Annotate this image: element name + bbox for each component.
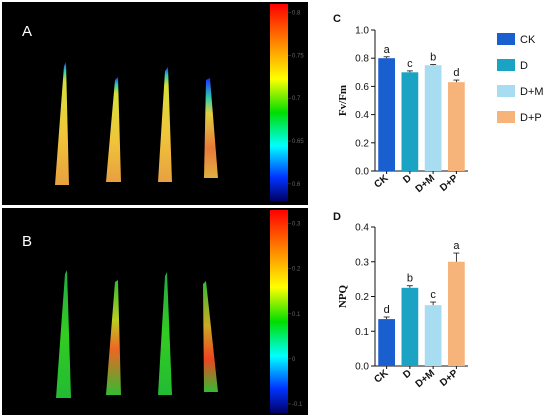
colorbar-tick-label: 0.65 bbox=[292, 139, 304, 145]
colorbar-tick-label: 0.7 bbox=[292, 96, 301, 102]
leaf-image-a2 bbox=[106, 77, 121, 182]
bar bbox=[448, 261, 465, 366]
leaf-image-b1 bbox=[56, 270, 71, 398]
x-tick-label: CK bbox=[372, 367, 391, 385]
leaf-image-b3 bbox=[158, 272, 172, 395]
bar bbox=[378, 319, 395, 366]
colorbar-tick-label: 0.1 bbox=[292, 312, 301, 318]
panel-label-d: D bbox=[333, 211, 341, 223]
colorbar-tick-label: 0.75 bbox=[292, 53, 304, 59]
legend-swatch bbox=[497, 33, 515, 45]
significance-label: c bbox=[430, 289, 436, 301]
leaf-image-b4 bbox=[203, 281, 218, 392]
leaf-image-b2 bbox=[106, 280, 121, 395]
y-tick-label: 0.4 bbox=[355, 110, 369, 121]
legend-swatch bbox=[497, 111, 515, 123]
npq-bar-chart: 0.0 0.1 0.2 0.3 0.4 NPQ d CK b Dc D+M a D+P bbox=[337, 223, 468, 390]
legend-label: D+M bbox=[520, 86, 544, 98]
legend-label: D bbox=[520, 60, 528, 72]
x-tick-label: CK bbox=[372, 172, 391, 190]
significance-label: a bbox=[453, 240, 460, 252]
y-tick-label: 0.8 bbox=[355, 54, 369, 65]
legend-label: D+P bbox=[520, 112, 542, 124]
y-tick-label: 0.0 bbox=[355, 362, 369, 373]
significance-label: c bbox=[407, 58, 413, 70]
y-tick-label: 1.0 bbox=[355, 26, 369, 37]
y-tick-label: 0.2 bbox=[355, 292, 369, 303]
image-panel-a-background bbox=[2, 2, 308, 205]
y-axis-label: Fv/Fm bbox=[337, 85, 349, 116]
colorbar-tick-label: 0.8 bbox=[292, 11, 301, 17]
x-tick-label: D+M bbox=[414, 368, 437, 390]
colorbar-b bbox=[270, 210, 288, 413]
y-axis-label: NPQ bbox=[337, 284, 349, 308]
colorbar-b-ticks: 0.3 0.2 0.1 0 -0.1 bbox=[288, 222, 303, 408]
legend-swatch bbox=[497, 85, 515, 97]
panel-label-b: B bbox=[22, 233, 32, 250]
significance-label: b bbox=[430, 52, 436, 64]
image-panel-b: B 0.3 0.2 0.1 0 -0.1 bbox=[2, 208, 308, 415]
x-tick-label: D+P bbox=[438, 368, 460, 389]
significance-label: a bbox=[384, 44, 391, 56]
x-tick-label: D bbox=[401, 368, 414, 381]
panel-label-c: C bbox=[333, 13, 341, 25]
colorbar-a-ticks: 0.8 0.75 0.7 0.65 0.6 bbox=[288, 11, 304, 188]
fvfm-bar-chart: 0.0 0.2 0.4 0.6 0.8 1.0 Fv/Fm a CK c Db D+M d D+P bbox=[337, 26, 468, 195]
bar bbox=[424, 65, 442, 171]
bar bbox=[401, 72, 419, 171]
y-tick-label: 0.6 bbox=[355, 82, 369, 93]
colorbar-a bbox=[270, 4, 288, 201]
x-tick-label: D bbox=[401, 173, 414, 186]
image-panel-a: A 0.8 0.75 0.7 0.65 0.6 bbox=[2, 2, 308, 205]
bar bbox=[378, 58, 395, 172]
y-tick-label: 0.3 bbox=[355, 257, 369, 268]
colorbar-tick-label: 0.3 bbox=[292, 222, 301, 228]
y-tick-label: 0.4 bbox=[355, 223, 369, 234]
x-tick-label: D+P bbox=[438, 173, 460, 194]
colorbar-tick-label: 0 bbox=[292, 357, 296, 363]
significance-label: b bbox=[407, 273, 413, 285]
significance-label: d bbox=[453, 67, 459, 79]
colorbar-tick-label: 0.6 bbox=[292, 182, 301, 188]
legend-label: CK bbox=[520, 34, 536, 46]
colorbar-tick-label: -0.1 bbox=[292, 402, 303, 408]
image-panel-b-background bbox=[2, 208, 308, 415]
significance-label: d bbox=[384, 304, 390, 316]
leaf-image-a3 bbox=[158, 67, 172, 182]
y-tick-label: 0.2 bbox=[355, 138, 369, 149]
bar bbox=[424, 305, 442, 366]
panel-label-a: A bbox=[22, 23, 32, 40]
bar bbox=[401, 287, 419, 366]
legend: CK D D+M D+P bbox=[497, 33, 544, 124]
y-tick-label: 0.0 bbox=[355, 167, 369, 178]
leaf-image-a1 bbox=[55, 62, 69, 185]
colorbar-tick-label: 0.2 bbox=[292, 267, 301, 273]
y-tick-label: 0.1 bbox=[355, 327, 369, 338]
leaf-image-a4 bbox=[204, 78, 218, 178]
x-tick-label: D+M bbox=[414, 173, 437, 195]
legend-swatch bbox=[497, 59, 515, 71]
bar bbox=[448, 82, 465, 171]
